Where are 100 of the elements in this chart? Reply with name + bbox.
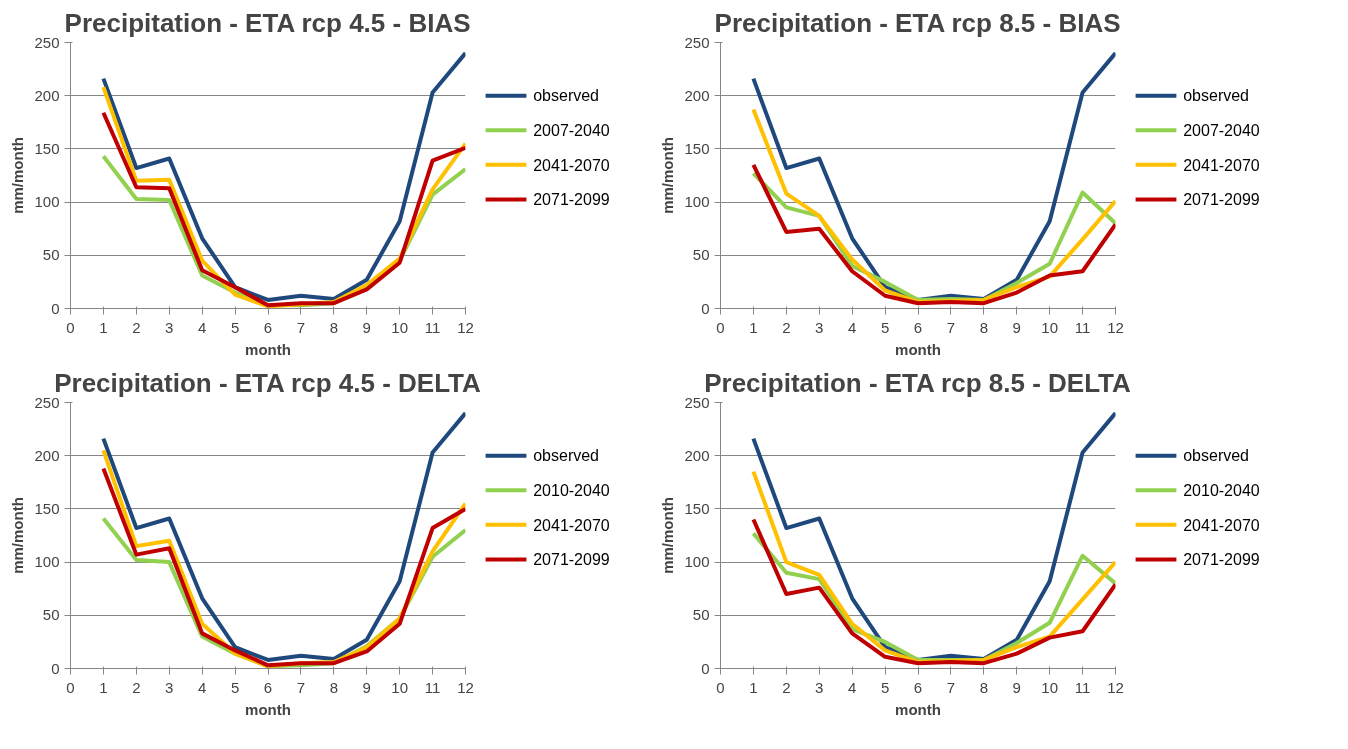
- legend-label: 2041-2070: [1183, 516, 1260, 534]
- x-tick-label: 12: [1107, 678, 1124, 696]
- x-tick-label: 0: [716, 678, 725, 696]
- x-tick-label: 7: [946, 318, 956, 336]
- x-tick-label: 0: [66, 318, 75, 336]
- x-tick-label: 3: [165, 318, 174, 336]
- x-tick-label: 8: [979, 318, 989, 336]
- x-tick-label: 0: [66, 678, 75, 696]
- x-tick-label: 3: [815, 678, 824, 696]
- y-tick-label: 100: [34, 193, 60, 211]
- legend-label: 2071-2099: [533, 191, 610, 209]
- y-axis-title: mm/month: [9, 137, 27, 214]
- x-tick-label: 5: [880, 318, 890, 336]
- x-tick-label: 9: [362, 318, 371, 336]
- legend-label: observed: [1183, 87, 1250, 105]
- x-axis-title: month: [895, 700, 941, 718]
- x-tick-label: 8: [329, 318, 339, 336]
- x-tick-label: 9: [362, 678, 371, 696]
- y-tick-label: 0: [51, 659, 60, 677]
- x-tick-label: 7: [946, 678, 956, 696]
- y-tick-label: 0: [51, 299, 60, 317]
- y-tick-label: 150: [34, 139, 60, 157]
- x-tick-label: 4: [198, 678, 207, 696]
- x-tick-label: 2: [782, 678, 791, 696]
- x-tick-label: 5: [880, 678, 890, 696]
- x-tick-label: 0: [716, 318, 725, 336]
- legend-label: observed: [1183, 447, 1250, 465]
- y-tick-label: 0: [701, 659, 710, 677]
- x-tick-label: 4: [848, 678, 857, 696]
- legend-label: 2041-2070: [1183, 156, 1260, 174]
- legend-label: 2071-2099: [533, 551, 610, 569]
- y-axis-title: mm/month: [9, 497, 27, 574]
- x-tick-label: 8: [329, 678, 339, 696]
- x-tick-label: 11: [424, 318, 441, 336]
- line-series: [101, 411, 466, 662]
- legend-label: 2007-2040: [1183, 122, 1260, 140]
- x-tick-label: 6: [913, 318, 923, 336]
- x-tick-label: 1: [99, 318, 108, 336]
- y-tick-label: 150: [34, 499, 60, 517]
- x-tick-label: 7: [296, 318, 306, 336]
- y-axis-title: mm/month: [659, 497, 677, 574]
- y-tick-label: 100: [684, 553, 710, 571]
- y-tick-label: 100: [684, 193, 710, 211]
- x-tick-label: 2: [132, 318, 141, 336]
- y-tick-label: 50: [692, 606, 710, 624]
- y-tick-label: 200: [684, 86, 710, 104]
- x-tick-label: 4: [848, 318, 857, 336]
- x-tick-label: 10: [391, 678, 409, 696]
- legend-label: 2010-2040: [533, 482, 610, 500]
- legend-label: 2007-2040: [533, 122, 610, 140]
- legend-label: 2041-2070: [533, 156, 610, 174]
- legend-label: 2010-2040: [1183, 482, 1260, 500]
- x-tick-label: 5: [230, 318, 240, 336]
- y-tick-label: 150: [684, 499, 710, 517]
- x-axis-title: month: [245, 700, 291, 718]
- x-tick-label: 1: [749, 318, 758, 336]
- legend-label: observed: [533, 447, 600, 465]
- x-tick-label: 10: [1041, 678, 1059, 696]
- y-tick-label: 250: [684, 33, 710, 51]
- y-tick-label: 250: [34, 33, 60, 51]
- x-tick-label: 4: [198, 318, 207, 336]
- x-tick-label: 3: [815, 318, 824, 336]
- y-tick-label: 50: [42, 246, 60, 264]
- legend-label: 2071-2099: [1183, 191, 1260, 209]
- x-tick-label: 2: [132, 678, 141, 696]
- y-tick-label: 150: [684, 139, 710, 157]
- chart-title: Precipitation - ETA rcp 4.5 - BIAS: [64, 7, 471, 38]
- y-tick-label: 50: [692, 246, 710, 264]
- chart-title: Precipitation - ETA rcp 8.5 - BIAS: [714, 7, 1121, 38]
- x-axis-title: month: [245, 340, 291, 358]
- x-tick-label: 3: [165, 678, 174, 696]
- x-axis-title: month: [895, 340, 941, 358]
- x-tick-label: 11: [1074, 318, 1091, 336]
- x-tick-label: 9: [1012, 678, 1021, 696]
- x-tick-label: 2: [782, 318, 791, 336]
- x-tick-label: 8: [979, 678, 989, 696]
- x-tick-label: 1: [749, 678, 758, 696]
- x-tick-label: 5: [230, 678, 240, 696]
- x-tick-label: 12: [457, 318, 474, 336]
- y-tick-label: 200: [34, 446, 60, 464]
- legend-label: 2041-2070: [533, 516, 610, 534]
- x-tick-label: 12: [457, 678, 474, 696]
- x-tick-label: 9: [1012, 318, 1021, 336]
- x-tick-label: 10: [1041, 318, 1059, 336]
- legend-label: 2071-2099: [1183, 551, 1260, 569]
- y-axis-title: mm/month: [659, 137, 677, 214]
- line-series: [101, 51, 466, 302]
- x-tick-label: 7: [296, 678, 306, 696]
- x-tick-label: 6: [263, 678, 273, 696]
- legend-label: observed: [533, 87, 600, 105]
- x-tick-label: 6: [913, 678, 923, 696]
- y-tick-label: 200: [34, 86, 60, 104]
- x-tick-label: 10: [391, 318, 409, 336]
- y-tick-label: 100: [34, 553, 60, 571]
- y-tick-label: 200: [684, 446, 710, 464]
- x-tick-label: 11: [1074, 678, 1091, 696]
- y-tick-label: 50: [42, 606, 60, 624]
- x-tick-label: 6: [263, 318, 273, 336]
- y-tick-label: 0: [701, 299, 710, 317]
- x-tick-label: 12: [1107, 318, 1124, 336]
